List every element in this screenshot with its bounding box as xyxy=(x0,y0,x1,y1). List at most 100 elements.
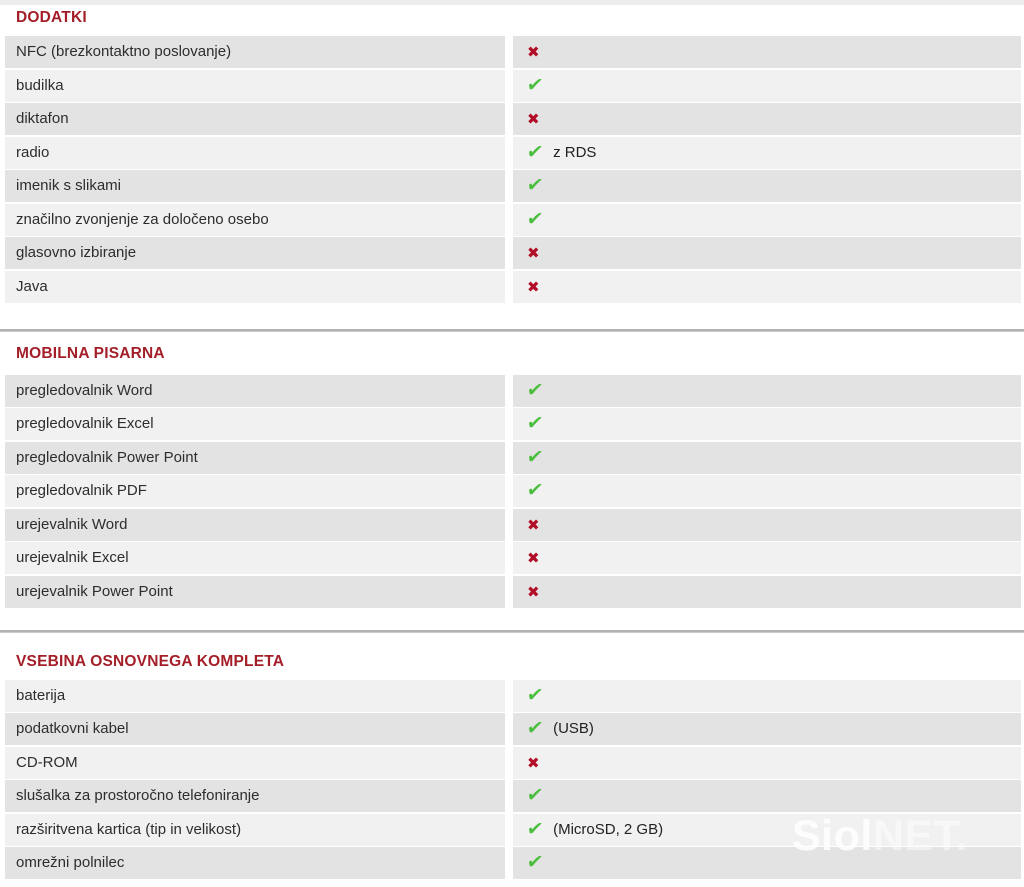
section-divider xyxy=(0,328,1024,332)
feature-value: ✔ xyxy=(513,69,1021,102)
feature-value: ✖ xyxy=(513,270,1021,303)
spec-section: MOBILNA PISARNA pregledovalnik Word ✔ pr… xyxy=(0,328,1024,608)
spec-section: DODATKI NFC (brezkontaktno poslovanje) ✖… xyxy=(0,8,1024,303)
table-row: omrežni polnilec ✔ xyxy=(0,847,1024,879)
feature-label: slušalka za prostoročno telefoniranje xyxy=(5,780,505,812)
feature-note: (MicroSD, 2 GB) xyxy=(553,820,664,838)
section-title: MOBILNA PISARNA xyxy=(16,344,165,362)
check-icon: ✔ xyxy=(525,378,545,401)
feature-value: ✖ xyxy=(513,36,1021,68)
cross-icon: ✖ xyxy=(527,549,540,568)
table-row: diktafon ✖ xyxy=(0,103,1024,135)
section-rows: baterija ✔ podatkovni kabel ✔ (USB) CD-R… xyxy=(0,679,1024,879)
cross-icon: ✖ xyxy=(527,43,540,62)
table-row: slušalka za prostoročno telefoniranje ✔ xyxy=(0,780,1024,812)
cross-icon: ✖ xyxy=(527,515,540,534)
check-icon: ✔ xyxy=(525,445,545,468)
table-row: pregledovalnik Word ✔ xyxy=(0,374,1024,407)
feature-label: razširitvena kartica (tip in velikost) xyxy=(5,813,505,846)
feature-value: ✔ xyxy=(513,170,1021,202)
feature-value: ✔ xyxy=(513,679,1021,712)
table-row: pregledovalnik Power Point ✔ xyxy=(0,441,1024,474)
feature-label: značilno zvonjenje za določeno osebo xyxy=(5,203,505,236)
feature-value: ✖ xyxy=(513,103,1021,135)
feature-value: ✖ xyxy=(513,575,1021,608)
feature-value: ✖ xyxy=(513,542,1021,574)
cross-icon: ✖ xyxy=(527,582,540,601)
spec-section: VSEBINA OSNOVNEGA KOMPLETA baterija ✔ po… xyxy=(0,629,1024,879)
feature-value: ✔ xyxy=(513,847,1021,879)
table-row: razširitvena kartica (tip in velikost) ✔… xyxy=(0,813,1024,846)
section-title: VSEBINA OSNOVNEGA KOMPLETA xyxy=(16,652,285,670)
feature-value: ✖ xyxy=(513,746,1021,779)
table-row: značilno zvonjenje za določeno osebo ✔ xyxy=(0,203,1024,236)
table-row: glasovno izbiranje ✖ xyxy=(0,237,1024,269)
feature-label: radio xyxy=(5,136,505,169)
check-icon: ✔ xyxy=(525,207,545,230)
feature-label: glasovno izbiranje xyxy=(5,237,505,269)
table-row: budilka ✔ xyxy=(0,69,1024,102)
feature-value: ✔ z RDS xyxy=(513,136,1021,169)
check-icon: ✔ xyxy=(525,851,545,874)
feature-label: pregledovalnik Word xyxy=(5,374,505,407)
feature-label: pregledovalnik PDF xyxy=(5,475,505,507)
table-row: pregledovalnik PDF ✔ xyxy=(0,475,1024,507)
feature-label: pregledovalnik Power Point xyxy=(5,441,505,474)
table-edge-strip xyxy=(0,0,1024,5)
table-row: baterija ✔ xyxy=(0,679,1024,712)
feature-value: ✔ xyxy=(513,374,1021,407)
feature-label: omrežni polnilec xyxy=(5,847,505,879)
table-row: NFC (brezkontaktno poslovanje) ✖ xyxy=(0,36,1024,68)
check-icon: ✔ xyxy=(525,784,545,807)
feature-label: urejevalnik Excel xyxy=(5,542,505,574)
feature-note: z RDS xyxy=(553,143,597,161)
feature-value: ✔ xyxy=(513,475,1021,507)
feature-label: podatkovni kabel xyxy=(5,713,505,745)
feature-label: CD-ROM xyxy=(5,746,505,779)
feature-value: ✖ xyxy=(513,508,1021,541)
feature-label: imenik s slikami xyxy=(5,170,505,202)
section-rows: NFC (brezkontaktno poslovanje) ✖ budilka… xyxy=(0,36,1024,303)
feature-label: Java xyxy=(5,270,505,303)
feature-label: diktafon xyxy=(5,103,505,135)
check-icon: ✔ xyxy=(525,73,545,96)
section-rows: pregledovalnik Word ✔ pregledovalnik Exc… xyxy=(0,374,1024,608)
table-row: Java ✖ xyxy=(0,270,1024,303)
feature-label: budilka xyxy=(5,69,505,102)
cross-icon: ✖ xyxy=(527,753,540,772)
check-icon: ✔ xyxy=(525,717,545,740)
table-row: urejevalnik Excel ✖ xyxy=(0,542,1024,574)
spec-sections: DODATKI NFC (brezkontaktno poslovanje) ✖… xyxy=(0,8,1024,879)
table-row: urejevalnik Word ✖ xyxy=(0,508,1024,541)
feature-label: NFC (brezkontaktno poslovanje) xyxy=(5,36,505,68)
cross-icon: ✖ xyxy=(527,110,540,129)
check-icon: ✔ xyxy=(525,174,545,197)
table-row: podatkovni kabel ✔ (USB) xyxy=(0,713,1024,745)
check-icon: ✔ xyxy=(525,817,545,840)
feature-label: urejevalnik Word xyxy=(5,508,505,541)
feature-value: ✔ (MicroSD, 2 GB) xyxy=(513,813,1021,846)
cross-icon: ✖ xyxy=(527,244,540,263)
feature-value: ✔ xyxy=(513,441,1021,474)
table-row: radio ✔ z RDS xyxy=(0,136,1024,169)
feature-value: ✔ (USB) xyxy=(513,713,1021,745)
section-title: DODATKI xyxy=(16,9,87,26)
feature-label: urejevalnik Power Point xyxy=(5,575,505,608)
cross-icon: ✖ xyxy=(527,277,540,296)
feature-value: ✔ xyxy=(513,203,1021,236)
table-row: urejevalnik Power Point ✖ xyxy=(0,575,1024,608)
check-icon: ✔ xyxy=(525,412,545,435)
check-icon: ✔ xyxy=(525,683,545,706)
feature-label: baterija xyxy=(5,679,505,712)
table-row: imenik s slikami ✔ xyxy=(0,170,1024,202)
table-row: CD-ROM ✖ xyxy=(0,746,1024,779)
section-divider xyxy=(0,629,1024,633)
feature-value: ✔ xyxy=(513,408,1021,440)
check-icon: ✔ xyxy=(525,479,545,502)
table-row: pregledovalnik Excel ✔ xyxy=(0,408,1024,440)
feature-value: ✔ xyxy=(513,780,1021,812)
check-icon: ✔ xyxy=(525,140,545,163)
feature-note: (USB) xyxy=(553,720,594,738)
feature-value: ✖ xyxy=(513,237,1021,269)
